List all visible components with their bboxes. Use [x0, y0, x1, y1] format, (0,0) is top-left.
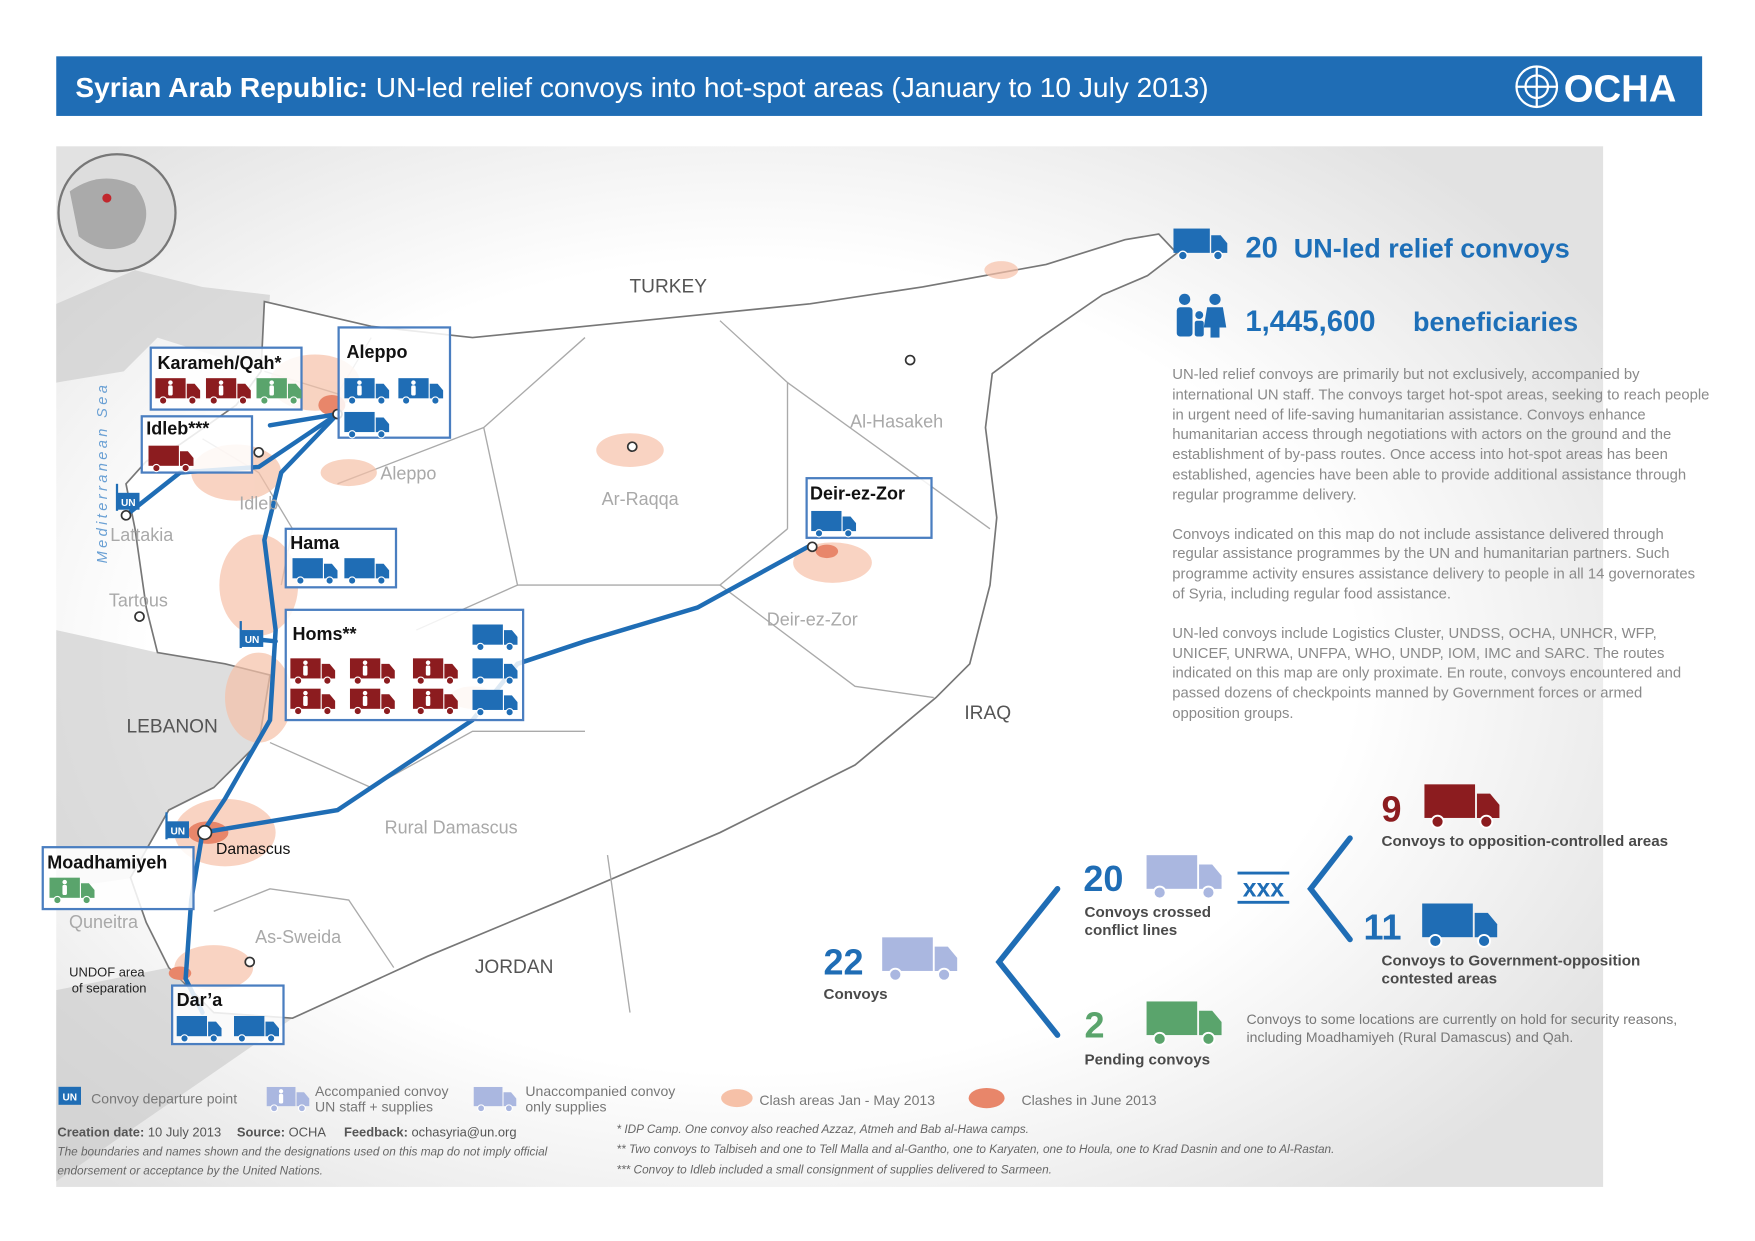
governorate-label: Lattakia [110, 525, 174, 545]
title: UN-led relief convoys into hot-spot area… [376, 72, 1209, 103]
feedback: ochasyria@un.org [411, 1124, 516, 1139]
map-points [120, 354, 916, 968]
header-bar [56, 56, 1703, 116]
location-box [805, 477, 933, 539]
contested-number: 11 [1364, 906, 1402, 947]
brackets [995, 835, 1353, 1038]
total-label: Convoys [824, 986, 888, 1003]
flag-label: UN [121, 498, 136, 509]
contested-label: contested areas [1382, 970, 1498, 987]
country-label: LEBANON [126, 716, 217, 737]
location-label: Aleppo [347, 342, 408, 362]
flag [240, 630, 264, 647]
location-label: Homs** [293, 624, 357, 644]
governorate-label: Deir-ez-Zor [767, 610, 858, 630]
governorate-label: Ar-Raqqa [602, 489, 680, 509]
country-label: TURKEY [629, 277, 707, 298]
creation-date: 10 July 2013 [148, 1124, 221, 1139]
capital-label: Damascus [216, 841, 291, 858]
opposition-label: Convoys to opposition-controlled areas [1382, 833, 1669, 850]
contested-label: Convoys to Government-opposition [1382, 952, 1641, 969]
legend-label: Convoy departure point [91, 1091, 237, 1107]
legend: UN Convoy departure point Accompanied co… [58, 1083, 1157, 1115]
people-icon [1176, 293, 1227, 338]
ocha-logo: OCHA [1564, 67, 1677, 110]
footnote: *** Convoy to Idleb included a small con… [617, 1162, 1052, 1176]
crossed-label: Convoys crossed [1085, 904, 1211, 921]
flag [117, 492, 140, 510]
governorate-label: Rural Damascus [385, 818, 518, 838]
legend-label: Accompanied convoy [315, 1083, 449, 1099]
convoys-label: UN-led relief convoys [1294, 234, 1570, 264]
governorate-label: Aleppo [380, 463, 436, 483]
feedback-label: Feedback: [344, 1124, 408, 1139]
title-bold: Syrian Arab Republic: [75, 72, 368, 103]
opposition-number: 9 [1382, 788, 1402, 829]
location-label: Deir-ez-Zor [810, 484, 905, 504]
footer-meta: Creation date: 10 July 2013 Source: OCHA F… [57, 1124, 516, 1139]
globe [57, 153, 177, 273]
source: OCHA [289, 1124, 327, 1139]
pending-label: Pending convoys [1085, 1051, 1211, 1068]
pending-number: 2 [1085, 1004, 1105, 1045]
conflict-line-symbol: xxx [1243, 876, 1285, 903]
legend-swatch [968, 1087, 1005, 1109]
governorate-label: As-Sweida [255, 927, 342, 947]
legend-flag-label: UN [62, 1092, 77, 1103]
neighbour-land [56, 270, 293, 1182]
footnote: * IDP Camp. One convoy also reached Azza… [617, 1122, 1029, 1136]
location-label: Moadhamiyeh [47, 853, 167, 873]
location-label: Hama [290, 533, 340, 553]
disclaimer: endorsement or acceptance by the United … [57, 1164, 323, 1178]
flag [166, 821, 189, 839]
location-boxes: Karameh/Qah* Aleppo Idleb*** Deir-ez-Zor Ham… [41, 326, 933, 1046]
location-label: Karameh/Qah* [158, 353, 282, 373]
legend-label: only supplies [525, 1099, 606, 1115]
location-label: Dar’a [177, 990, 224, 1010]
legend-label: Clash areas Jan - May 2013 [759, 1092, 935, 1108]
governorate-label: Quneitra [69, 912, 139, 932]
legend-swatch [721, 1089, 753, 1108]
country-label: JORDAN [475, 957, 554, 978]
undof-label: of separation [72, 980, 147, 995]
creation-label: Creation date: [57, 1124, 144, 1139]
country-label: IRAQ [964, 703, 1011, 724]
total-number: 22 [824, 941, 864, 982]
pending-note-text: Convoys to some locations are currently … [1246, 1011, 1678, 1046]
disclaimer: The boundaries and names shown and the d… [57, 1144, 547, 1158]
crossed-number: 20 [1083, 858, 1123, 899]
legend-label: UN staff + supplies [315, 1099, 433, 1115]
paragraph: Convoys indicated on this map do not inc… [1172, 524, 1696, 602]
un-emblem [1515, 65, 1559, 109]
source-label: Source: [237, 1124, 285, 1139]
beneficiaries-label: beneficiaries [1413, 307, 1578, 337]
description-text: UN-led relief convoys are primarily but … [1172, 365, 1710, 724]
pending-note: Convoys to some locations are currently … [1246, 1011, 1678, 1046]
governorate-label: Al-Hasakeh [850, 412, 943, 432]
beneficiaries-number: 1,445,600 [1245, 306, 1375, 338]
description: UN-led relief convoys are primarily but … [1172, 365, 1710, 724]
departure-points: UN UN UN [115, 483, 264, 840]
paragraph: UN-led relief convoys are primarily but … [1172, 365, 1710, 503]
undof-label: UNDOF area [69, 965, 145, 980]
legend-label: Clashes in June 2013 [1022, 1092, 1157, 1108]
legend-flag [58, 1086, 81, 1105]
governorate-label: Tartous [109, 590, 168, 610]
footnote: ** Two convoys to Talbiseh and one to Te… [617, 1142, 1335, 1156]
sea-label: Mediterranean Sea [95, 382, 111, 564]
convoys-number: 20 [1245, 233, 1278, 265]
legend-label: Unaccompanied convoy [525, 1083, 675, 1099]
location-label: Idleb*** [146, 418, 209, 438]
governorate-label: Idleb [239, 494, 278, 514]
flag-label: UN [170, 826, 185, 837]
header-title: Syrian Arab Republic: UN-led relief conv… [75, 72, 1208, 103]
flag-label: UN [245, 635, 260, 646]
crossed-label: conflict lines [1085, 922, 1178, 939]
paragraph: UN-led convoys include Logistics Cluster… [1172, 624, 1682, 722]
